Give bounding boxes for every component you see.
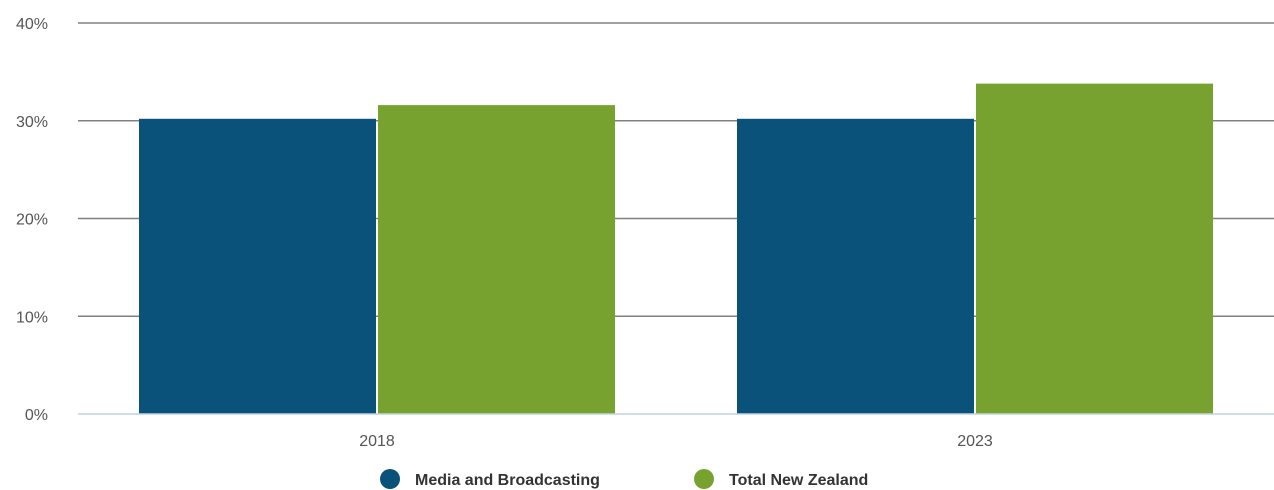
legend-label: Media and Broadcasting [415,472,600,489]
y-tick-label: 10% [16,309,48,326]
bar [378,105,615,415]
x-tick-label: 2023 [957,433,993,450]
bar [737,118,974,415]
legend-item[interactable]: Total New Zealand [694,469,868,489]
y-tick-label: 0% [25,407,48,424]
legend-item[interactable]: Media and Broadcasting [380,469,600,489]
legend: Media and Broadcasting Total New Zealand [380,469,868,489]
y-tick-label: 40% [16,16,48,33]
legend-marker [694,469,714,489]
bar [139,118,376,415]
legend-marker [380,469,400,489]
axes: 0% 10% 20% 30% 40% 2018 2023 [16,16,1274,450]
bars [139,83,1213,415]
y-tick-label: 30% [16,114,48,131]
y-tick-label: 20% [16,212,48,229]
bar [976,83,1213,414]
legend-label: Total New Zealand [729,472,868,489]
x-tick-label: 2018 [359,433,395,450]
